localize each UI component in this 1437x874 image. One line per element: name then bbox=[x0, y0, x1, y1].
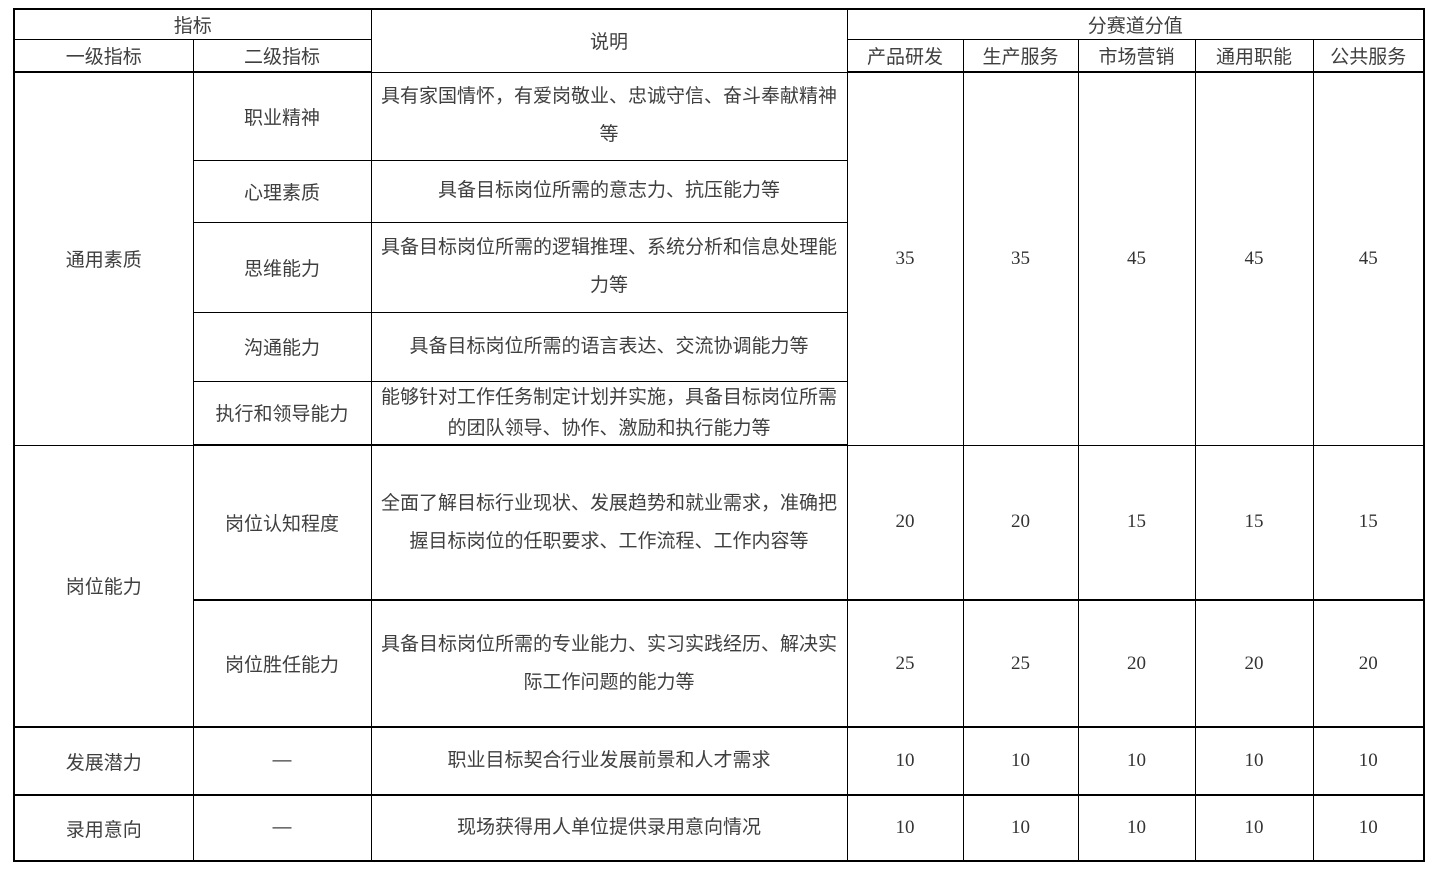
score-cell: 45 bbox=[1194, 71, 1314, 446]
level2-cell: 心理素质 bbox=[192, 159, 372, 223]
score-cell: 25 bbox=[846, 599, 964, 728]
header-cell-score-group: 分赛道分值 bbox=[846, 8, 1425, 40]
score-cell: 35 bbox=[962, 71, 1079, 446]
score-cell: 10 bbox=[846, 794, 964, 862]
table-row: 岗位胜任能力 具备目标岗位所需的专业能力、实习实践经历、解决实际工作问题的能力等… bbox=[14, 599, 1425, 728]
header-cell-level1: 一级指标 bbox=[13, 38, 194, 73]
level1-cell-intention: 录用意向 bbox=[13, 794, 194, 862]
score-cell: 20 bbox=[962, 444, 1079, 601]
table-row: 发展潜力 — 职业目标契合行业发展前景和人才需求 10 10 10 10 10 bbox=[13, 726, 1425, 796]
table-row: 岗位能力 岗位认知程度 全面了解目标行业现状、发展趋势和就业需求，准确把握目标岗… bbox=[13, 444, 1425, 728]
level2-cell-dash: — bbox=[192, 794, 372, 862]
score-cell: 20 bbox=[1077, 599, 1196, 728]
score-cell: 25 bbox=[962, 599, 1079, 728]
level2-cell: 思维能力 bbox=[192, 221, 372, 313]
description-cell: 具备目标岗位所需的语言表达、交流协调能力等 bbox=[370, 311, 848, 382]
description-cell: 现场获得用人单位提供录用意向情况 bbox=[370, 794, 848, 862]
header-cell-track-function: 通用职能 bbox=[1194, 38, 1314, 73]
description-cell: 具有家国情怀，有爱岗敬业、忠诚守信、奋斗奉献精神等 bbox=[370, 71, 848, 161]
score-cell: 15 bbox=[1312, 444, 1425, 601]
level1-cell-general: 通用素质 bbox=[13, 71, 194, 446]
score-cell: 10 bbox=[962, 726, 1079, 796]
score-cell: 10 bbox=[1312, 794, 1425, 862]
level2-cell-dash: — bbox=[192, 726, 372, 796]
level2-cell: 沟通能力 bbox=[192, 311, 372, 382]
level2-cell: 职业精神 bbox=[192, 71, 372, 161]
scoring-table: 指标 说明 分赛道分值 一级指标 二级指标 产品研发 生产服务 市场营销 通用职… bbox=[13, 8, 1426, 862]
header-cell-description: 说明 bbox=[370, 8, 848, 73]
score-cell: 10 bbox=[962, 794, 1079, 862]
table-row: 录用意向 — 现场获得用人单位提供录用意向情况 10 10 10 10 10 bbox=[13, 794, 1425, 862]
description-cell: 职业目标契合行业发展前景和人才需求 bbox=[370, 726, 848, 796]
table-row: 通用素质 职业精神 具有家国情怀，有爱岗敬业、忠诚守信、奋斗奉献精神等 35 3… bbox=[13, 71, 1425, 446]
score-cell: 10 bbox=[1194, 794, 1314, 862]
header-cell-track-marketing: 市场营销 bbox=[1077, 38, 1196, 73]
header-cell-level2: 二级指标 bbox=[192, 38, 372, 73]
level1-cell-potential: 发展潜力 bbox=[13, 726, 194, 796]
score-cell: 45 bbox=[1077, 71, 1196, 446]
description-cell: 具备目标岗位所需的专业能力、实习实践经历、解决实际工作问题的能力等 bbox=[370, 599, 848, 728]
score-cell: 20 bbox=[846, 444, 964, 601]
score-cell: 10 bbox=[1077, 794, 1196, 862]
score-cell: 10 bbox=[1312, 726, 1425, 796]
score-cell: 15 bbox=[1194, 444, 1314, 601]
score-cell: 20 bbox=[1194, 599, 1314, 728]
header-cell-track-public: 公共服务 bbox=[1312, 38, 1425, 73]
header-cell-indicator: 指标 bbox=[13, 8, 372, 40]
table-row: 心理素质 具备目标岗位所需的意志力、抗压能力等 bbox=[14, 159, 1424, 223]
header-cell-track-production: 生产服务 bbox=[962, 38, 1079, 73]
level2-cell: 执行和领导能力 bbox=[192, 380, 372, 446]
header-cell-track-product: 产品研发 bbox=[846, 38, 964, 73]
score-cell: 10 bbox=[846, 726, 964, 796]
score-cell: 35 bbox=[846, 71, 964, 446]
level1-cell-position: 岗位能力 bbox=[13, 444, 194, 728]
level2-cell: 岗位认知程度 bbox=[192, 444, 372, 601]
description-cell: 具备目标岗位所需的意志力、抗压能力等 bbox=[370, 159, 848, 223]
score-cell: 45 bbox=[1312, 71, 1425, 446]
description-cell: 全面了解目标行业现状、发展趋势和就业需求，准确把握目标岗位的任职要求、工作流程、… bbox=[370, 444, 848, 601]
table-row: 思维能力 具备目标岗位所需的逻辑推理、系统分析和信息处理能力等 bbox=[14, 221, 1424, 313]
description-cell: 能够针对工作任务制定计划并实施，具备目标岗位所需的团队领导、协作、激励和执行能力… bbox=[370, 380, 848, 446]
score-cell: 20 bbox=[1312, 599, 1425, 728]
level2-cell: 岗位胜任能力 bbox=[192, 599, 372, 728]
table-header-row-1: 指标 说明 分赛道分值 bbox=[13, 8, 1425, 73]
table-row: 执行和领导能力 能够针对工作任务制定计划并实施，具备目标岗位所需的团队领导、协作… bbox=[14, 380, 1424, 446]
score-cell: 10 bbox=[1194, 726, 1314, 796]
score-cell: 10 bbox=[1077, 726, 1196, 796]
description-cell: 具备目标岗位所需的逻辑推理、系统分析和信息处理能力等 bbox=[370, 221, 848, 313]
table-header-row-2: 一级指标 二级指标 产品研发 生产服务 市场营销 通用职能 公共服务 bbox=[13, 38, 1425, 73]
score-cell: 15 bbox=[1077, 444, 1196, 601]
